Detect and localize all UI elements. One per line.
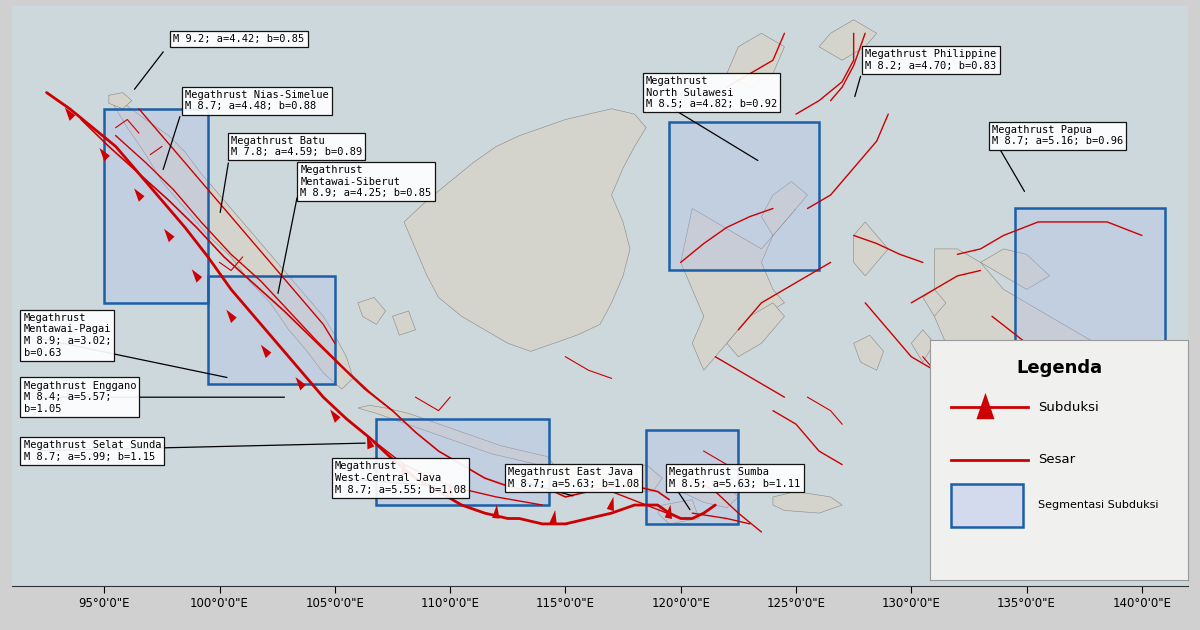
Polygon shape xyxy=(607,496,614,511)
Polygon shape xyxy=(65,108,76,121)
Bar xyxy=(377,419,550,505)
Polygon shape xyxy=(109,95,353,389)
Text: Megathrust Papua
M 8.7; a=5.16; b=0.96: Megathrust Papua M 8.7; a=5.16; b=0.96 xyxy=(992,125,1123,147)
Polygon shape xyxy=(367,435,374,449)
Polygon shape xyxy=(134,188,144,202)
Polygon shape xyxy=(773,491,842,513)
Polygon shape xyxy=(977,393,995,419)
Bar xyxy=(646,430,738,524)
Text: Legenda: Legenda xyxy=(1016,359,1102,377)
Text: Megathrust
West-Central Java
M 8.7; a=5.55; b=1.08: Megathrust West-Central Java M 8.7; a=5.… xyxy=(335,461,466,495)
Polygon shape xyxy=(227,310,236,323)
Polygon shape xyxy=(404,109,646,352)
Polygon shape xyxy=(260,345,271,358)
Polygon shape xyxy=(670,464,738,508)
Text: Megathrust Enggano
M 8.4; a=5.57;
b=1.05: Megathrust Enggano M 8.4; a=5.57; b=1.05 xyxy=(24,381,136,414)
Text: Megathrust East Java
M 8.7; a=5.63; b=1.08: Megathrust East Java M 8.7; a=5.63; b=1.… xyxy=(508,467,640,489)
Polygon shape xyxy=(554,464,577,483)
Bar xyxy=(377,419,550,505)
Polygon shape xyxy=(164,229,174,242)
Polygon shape xyxy=(550,510,557,524)
Bar xyxy=(950,484,1022,527)
Polygon shape xyxy=(492,505,499,518)
Polygon shape xyxy=(727,33,785,87)
Text: Megathrust
North Sulawesi
M 8.5; a=4.82; b=0.92: Megathrust North Sulawesi M 8.5; a=4.82;… xyxy=(646,76,778,109)
Polygon shape xyxy=(12,6,1188,586)
Text: Megathrust Nias-Simelue
M 8.7; a=4.48; b=0.88: Megathrust Nias-Simelue M 8.7; a=4.48; b… xyxy=(185,90,329,112)
Polygon shape xyxy=(923,289,946,316)
Polygon shape xyxy=(358,297,385,324)
Polygon shape xyxy=(853,335,883,370)
Polygon shape xyxy=(820,20,877,60)
Polygon shape xyxy=(612,464,662,491)
Polygon shape xyxy=(665,505,672,519)
Bar xyxy=(104,109,208,303)
Text: Megathrust Selat Sunda
M 8.7; a=5.99; b=1.15: Megathrust Selat Sunda M 8.7; a=5.99; b=… xyxy=(24,440,161,462)
Polygon shape xyxy=(330,410,341,423)
Bar xyxy=(1015,209,1165,343)
Bar xyxy=(670,122,820,270)
Polygon shape xyxy=(980,249,1050,289)
Bar xyxy=(670,122,820,270)
Polygon shape xyxy=(727,303,785,357)
Polygon shape xyxy=(935,249,1165,464)
Polygon shape xyxy=(100,148,110,161)
Polygon shape xyxy=(853,222,888,276)
Polygon shape xyxy=(109,93,132,109)
Text: Megathrust Batu
M 7.8; a=4.59; b=0.89: Megathrust Batu M 7.8; a=4.59; b=0.89 xyxy=(232,135,362,158)
Text: Megathrust Philippine
M 8.2; a=4.70; b=0.83: Megathrust Philippine M 8.2; a=4.70; b=0… xyxy=(865,49,996,71)
Bar xyxy=(1015,209,1165,343)
Text: Segmentasi Subduksi: Segmentasi Subduksi xyxy=(1038,500,1159,510)
Polygon shape xyxy=(358,405,556,470)
Text: Subduksi: Subduksi xyxy=(1038,401,1099,414)
Bar xyxy=(646,430,738,524)
Polygon shape xyxy=(658,500,700,524)
Polygon shape xyxy=(401,462,408,476)
Polygon shape xyxy=(295,377,306,391)
Text: Megathrust Sumba
M 8.5; a=5.63; b=1.11: Megathrust Sumba M 8.5; a=5.63; b=1.11 xyxy=(670,467,800,489)
Polygon shape xyxy=(680,209,796,370)
Text: M 9.2; a=4.42; b=0.85: M 9.2; a=4.42; b=0.85 xyxy=(174,33,305,43)
Polygon shape xyxy=(584,467,610,486)
Polygon shape xyxy=(192,269,202,283)
Text: Megathrust
Mentawai-Siberut
M 8.9; a=4.25; b=0.85: Megathrust Mentawai-Siberut M 8.9; a=4.2… xyxy=(300,165,432,198)
Polygon shape xyxy=(762,181,808,236)
Polygon shape xyxy=(392,311,415,335)
Bar xyxy=(208,276,335,384)
Bar xyxy=(208,276,335,384)
Bar xyxy=(950,484,1022,527)
Text: Sesar: Sesar xyxy=(1038,454,1075,466)
Polygon shape xyxy=(911,329,935,362)
Polygon shape xyxy=(446,483,454,496)
Bar xyxy=(104,109,208,303)
Text: Megathrust
Mentawai-Pagai
M 8.9; a=3.02;
b=0.63: Megathrust Mentawai-Pagai M 8.9; a=3.02;… xyxy=(24,312,112,358)
